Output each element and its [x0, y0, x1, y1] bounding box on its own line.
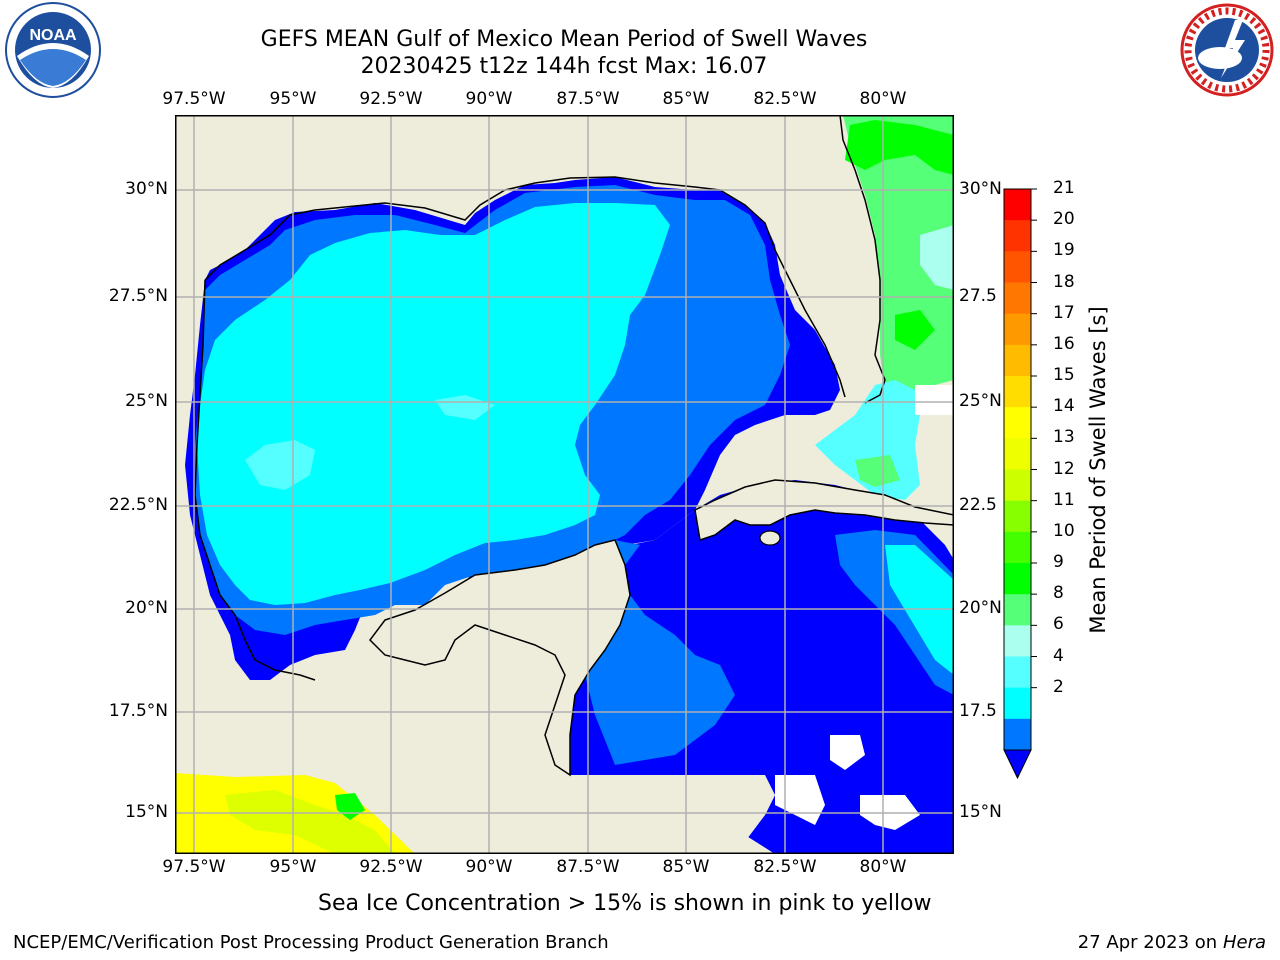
- colorbar-tick-label: 6: [1053, 614, 1064, 635]
- lat-label-left: 25°N: [125, 391, 168, 411]
- colorbar-tick-label: 11: [1053, 489, 1075, 510]
- colorbar-tick-label: 4: [1053, 645, 1064, 666]
- cuba: [694, 479, 954, 541]
- map-subtitle: 20230425 t12z 144h fcst Max: 16.07: [360, 54, 768, 79]
- colorbar-tick-label: 16: [1053, 333, 1075, 354]
- lat-label-left: 27.5°N: [108, 286, 168, 306]
- lon-label-bottom: 85°W: [662, 857, 710, 877]
- map-frame: [175, 115, 954, 854]
- colorbar-extend-arrow: [1003, 749, 1032, 780]
- lat-label-right: 22.5: [959, 495, 997, 515]
- footer-date-text: 27 Apr 2023 on: [1077, 932, 1223, 953]
- colorbar-tick-label: 20: [1053, 209, 1075, 230]
- gulf-map: [175, 115, 954, 854]
- noaa-logo-text: NOAA: [29, 27, 77, 44]
- lon-label-bottom: 90°W: [465, 857, 513, 877]
- nws-logo: [1180, 3, 1274, 97]
- colorbar: [1003, 188, 1037, 780]
- isla-de-la-juventud: [759, 530, 781, 546]
- lat-label-right: 25°N: [959, 391, 1002, 411]
- atlantic-light-cyan: [920, 225, 954, 290]
- colorbar-tick-label: 18: [1053, 271, 1075, 292]
- footer-machine: Hera: [1222, 932, 1266, 953]
- lon-label-bottom: 80°W: [859, 857, 907, 877]
- lat-label-right: 20°N: [959, 598, 1002, 618]
- colorbar-segment: [1004, 438, 1031, 470]
- colorbar-tick-label: 8: [1053, 583, 1064, 604]
- colorbar-tick-label: 9: [1053, 552, 1064, 572]
- footer-date: 27 Apr 2023 on Hera: [1078, 932, 1266, 953]
- colorbar-tick-label: 12: [1053, 458, 1075, 479]
- colorbar-segment: [1004, 220, 1031, 252]
- pacific-yellow-green: [225, 790, 395, 854]
- colorbar-tick-label: 19: [1053, 240, 1075, 261]
- cyan-zone: [197, 203, 670, 605]
- mexico-gulf-coast: [175, 115, 316, 854]
- colorbar-tick-label: 14: [1053, 396, 1075, 417]
- lon-label-bottom: 92.5°W: [359, 857, 423, 877]
- footer-credit: NCEP/EMC/Verification Post Processing Pr…: [13, 932, 609, 953]
- masked-region: [915, 385, 954, 415]
- us-gulf-coast: [204, 176, 846, 398]
- florida-peninsula: [720, 115, 885, 400]
- caribbean-whiteout-2: [830, 735, 865, 770]
- lat-label-left: 22.5°N: [108, 495, 168, 515]
- straits-green-patch: [855, 455, 900, 487]
- colorbar-segment: [1004, 625, 1031, 657]
- lon-label-top: 90°W: [465, 89, 513, 109]
- colorbar-tick-label: 17: [1053, 302, 1075, 323]
- lon-label-bottom: 97.5°W: [162, 857, 226, 877]
- colorbar-segment: [1004, 189, 1031, 221]
- noaa-logo: NOAA: [5, 2, 101, 98]
- lon-label-top: 85°W: [662, 89, 710, 109]
- honduras-coast: [555, 775, 775, 854]
- map-title: GEFS MEAN Gulf of Mexico Mean Period of …: [260, 27, 868, 52]
- lon-label-top: 82.5°W: [753, 89, 817, 109]
- colorbar-segment: [1004, 469, 1031, 502]
- lon-label-bottom: 87.5°W: [556, 857, 620, 877]
- colorbar-title: Mean Period of Swell Waves [s]: [1086, 306, 1110, 634]
- colorbar-segment: [1004, 251, 1031, 283]
- lon-label-top: 87.5°W: [556, 89, 620, 109]
- lon-label-top: 97.5°W: [162, 89, 226, 109]
- atlantic-bright-green: [845, 120, 954, 175]
- lat-label-left: 15°N: [125, 802, 168, 822]
- colorbar-segment: [1004, 531, 1031, 564]
- lat-label-left: 17.5°N: [108, 701, 168, 721]
- lat-label-right: 17.5: [959, 701, 997, 721]
- colorbar-segment: [1004, 500, 1031, 533]
- colorbar-tick-label: 21: [1053, 178, 1075, 198]
- atlantic-bright-green-2: [895, 310, 935, 350]
- light-cyan-patch: [245, 440, 315, 490]
- lat-label-left: 30°N: [125, 179, 168, 199]
- colorbar-tick-label: 15: [1053, 365, 1075, 385]
- colorbar-segment: [1004, 344, 1031, 377]
- colorbar-segment: [1004, 376, 1031, 408]
- colorbar-segment: [1004, 656, 1031, 689]
- lat-label-left: 20°N: [125, 598, 168, 618]
- sea-ice-note-text: Sea Ice Concentration > 15% is shown in …: [318, 891, 932, 916]
- colorbar-segment: [1004, 718, 1031, 751]
- colorbar-segment: [1004, 594, 1031, 626]
- colorbar-tick-label: 13: [1053, 427, 1075, 448]
- colorbar-segment: [1004, 687, 1031, 720]
- caribbean-light-band: [885, 545, 954, 675]
- yucatan-peninsula: [369, 539, 631, 777]
- colorbar-tick-label: 2: [1053, 676, 1064, 697]
- colorbar-segment: [1004, 563, 1031, 595]
- lat-label-right: 30°N: [959, 179, 1002, 199]
- lon-label-bottom: 95°W: [269, 857, 317, 877]
- colorbar-segment: [1004, 407, 1031, 439]
- lat-label-right: 15°N: [959, 802, 1002, 822]
- lon-label-bottom: 82.5°W: [753, 857, 817, 877]
- lon-label-top: 80°W: [859, 89, 907, 109]
- colorbar-segment: [1004, 282, 1031, 315]
- lon-label-top: 95°W: [269, 89, 317, 109]
- colorbar-tick-label: 10: [1053, 520, 1075, 541]
- lon-label-top: 92.5°W: [359, 89, 423, 109]
- colorbar-segment: [1004, 313, 1031, 346]
- lat-label-right: 27.5: [959, 286, 997, 306]
